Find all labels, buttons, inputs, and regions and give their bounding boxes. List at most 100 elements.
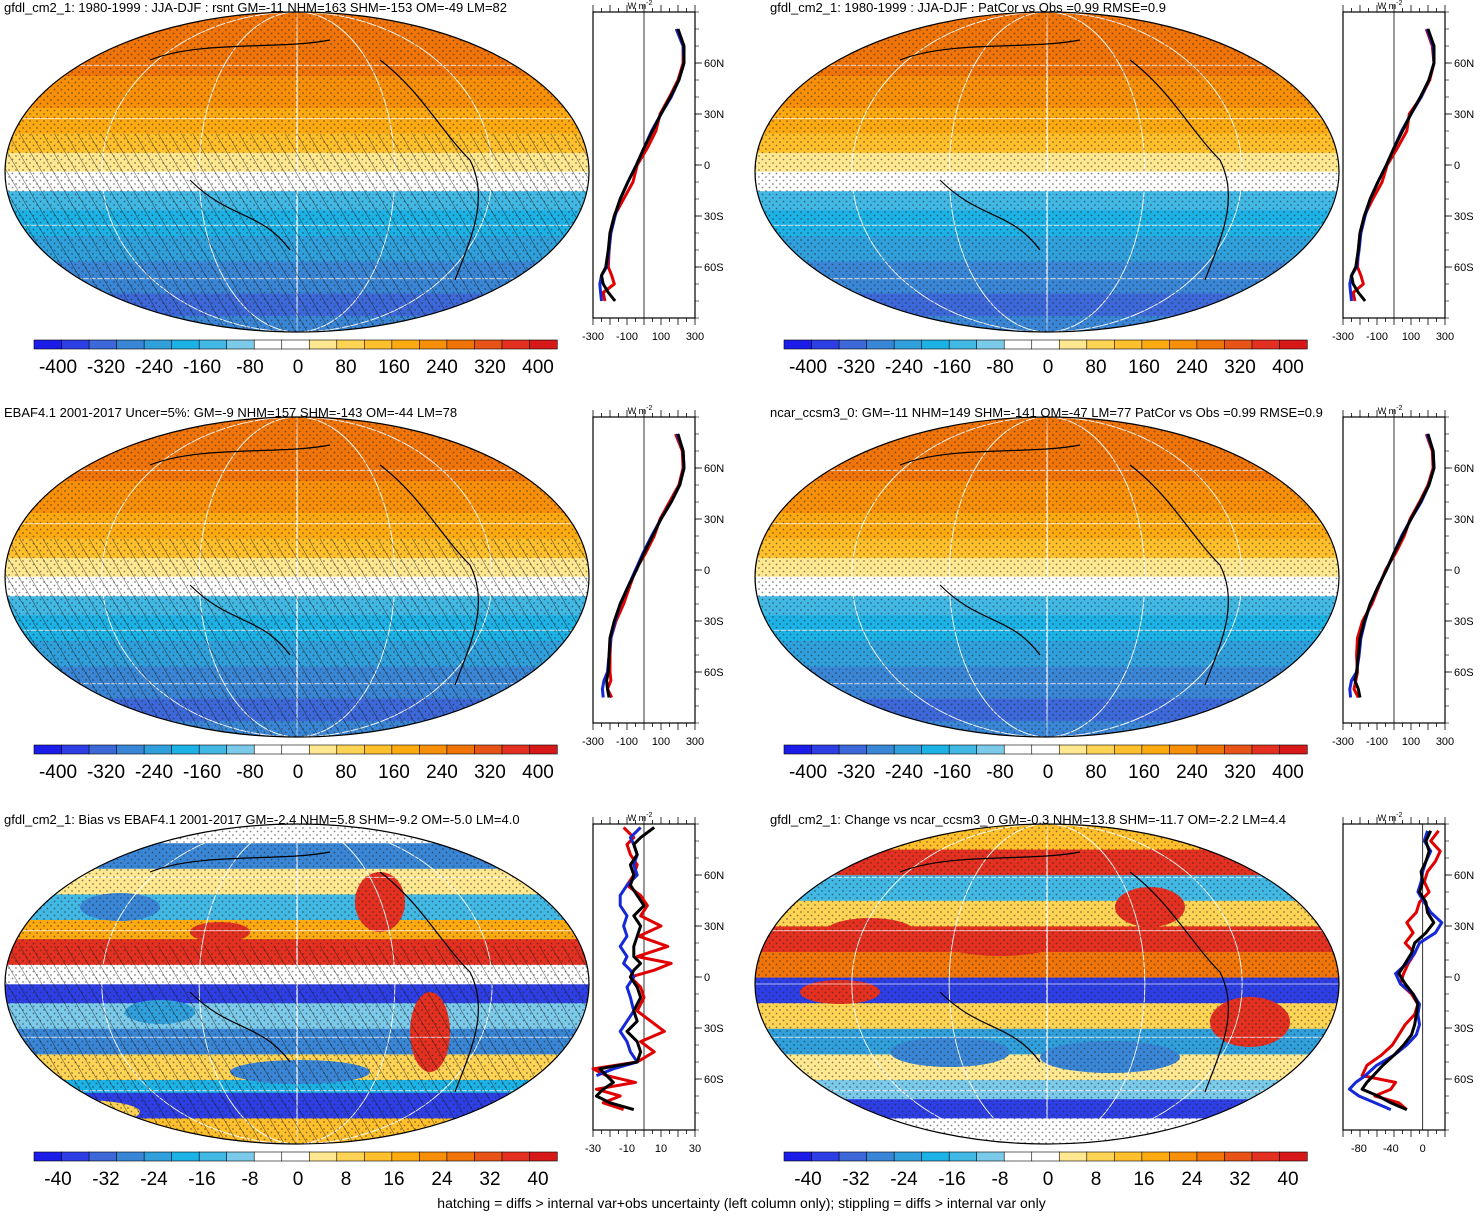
colorbar-label: -320 [837, 357, 875, 378]
colorbar-swatch [171, 339, 200, 350]
lat-tick-label: 30S [704, 211, 724, 223]
colorbar-label: 240 [1176, 357, 1208, 378]
colorbar-label: 160 [1128, 357, 1160, 378]
colorbar-swatch [143, 1151, 173, 1162]
colorbar-swatch [143, 339, 173, 350]
colorbar-swatch [948, 339, 978, 350]
lat-tick-label: 30N [1454, 514, 1474, 526]
value-tick-label: -100 [616, 736, 638, 748]
series-line-black [1353, 433, 1436, 698]
colorbar-label: -8 [242, 1169, 259, 1190]
colorbar-label: -24 [890, 1169, 918, 1190]
panel-p1: gfdl_cm2_1: 1980-1999 : JJA-DJF : rsnt G… [0, 0, 741, 405]
colorbar-label: 32 [479, 1169, 500, 1190]
unit-exponent: -2 [1396, 405, 1402, 412]
map-outline [754, 823, 1340, 1145]
lat-tick-label: 60N [1454, 870, 1474, 882]
colorbar-swatch [474, 1151, 503, 1162]
colorbar-swatch [116, 744, 145, 755]
colorbar-label: -40 [44, 1169, 71, 1190]
series-line-blue [600, 433, 686, 698]
colorbar-swatch [391, 744, 420, 755]
colorbar-swatch [446, 744, 476, 755]
colorbar-swatch [529, 744, 558, 755]
map-outline [4, 11, 590, 333]
colorbar-label: 80 [335, 357, 356, 378]
colorbar-label: 400 [522, 357, 554, 378]
colorbar-swatch [364, 744, 393, 755]
colorbar-swatch [336, 1151, 365, 1162]
lat-tick-label: 60N [1454, 58, 1474, 70]
colorbar-label: 160 [378, 762, 410, 783]
colorbar-label: -160 [933, 762, 971, 783]
colorbar: -40 -32 -24 -16 -8 0 8 16 24 32 40 [33, 1151, 558, 1190]
lat-tick-label: 60S [1454, 1074, 1474, 1086]
colorbar-swatch [976, 744, 1005, 755]
colorbar-swatch [226, 744, 255, 755]
colorbar-swatch [474, 339, 503, 350]
colorbar-label: 0 [293, 1169, 304, 1190]
map-outline [754, 416, 1340, 738]
colorbar: -400 -320 -240 -160 -80 0 80 160 240 320 400 [33, 744, 558, 783]
colorbar-swatch [1058, 1151, 1088, 1162]
panel-graphics: -400 -320 -240 -160 -80 0 80 160 240 320 400 60N 30N… [4, 0, 724, 378]
colorbar-label: 40 [527, 1169, 548, 1190]
series-line-black [600, 28, 686, 302]
colorbar-swatch [501, 339, 531, 350]
colorbar-label: 320 [1224, 762, 1256, 783]
colorbar-label: 8 [341, 1169, 352, 1190]
panel-title: gfdl_cm2_1: 1980-1999 : JJA-DJF : rsnt G… [4, 0, 508, 15]
colorbar: -400 -320 -240 -160 -80 0 80 160 240 320 400 [783, 339, 1308, 378]
panel-graphics: -40 -32 -24 -16 -8 0 8 16 24 32 40 60N 30N 0 30S 60S -30… [4, 812, 724, 1190]
unit-label: W m-2 [1378, 812, 1403, 823]
value-tick-label: -300 [1332, 736, 1354, 748]
unit-exponent: -2 [1396, 0, 1402, 7]
colorbar-swatch [1031, 1151, 1060, 1162]
unit-exponent: -2 [646, 405, 652, 412]
colorbar-label: -24 [140, 1169, 168, 1190]
colorbar-label: 320 [474, 762, 506, 783]
colorbar-swatch [1114, 744, 1143, 755]
colorbar-label: -400 [789, 762, 827, 783]
colorbar-label: 0 [1043, 357, 1054, 378]
value-tick-label: -100 [1366, 331, 1388, 343]
colorbar-swatch [336, 339, 365, 350]
colorbar-swatch [501, 1151, 531, 1162]
value-tick-label: -300 [582, 331, 604, 343]
colorbar-label: -160 [933, 357, 971, 378]
colorbar-swatch [1251, 744, 1281, 755]
colorbar-label: -16 [938, 1169, 965, 1190]
value-tick-label: 300 [1436, 331, 1454, 343]
unit-exponent: -2 [646, 0, 652, 7]
series-line-blue [595, 826, 642, 1077]
lat-tick-label: 0 [1454, 972, 1460, 984]
zonal-mean-plot: 60N 30N 0 30S 60S -30 -10 10 30 W m-2 [585, 812, 724, 1155]
colorbar-swatch [33, 744, 63, 755]
colorbar-swatch [1251, 339, 1281, 350]
colorbar-swatch [226, 339, 255, 350]
colorbar-swatch [976, 1151, 1005, 1162]
colorbar-swatch [1169, 744, 1198, 755]
colorbar-swatch [143, 744, 173, 755]
colorbar-swatch [893, 744, 923, 755]
colorbar-swatch [1114, 339, 1143, 350]
colorbar-swatch [1279, 744, 1308, 755]
world-map [755, 824, 1339, 1144]
colorbar-swatch [33, 339, 63, 350]
panel-p6: gfdl_cm2_1: Change vs ncar_ccsm3_0 GM=-0… [750, 812, 1483, 1217]
lat-tick-label: 0 [704, 565, 710, 577]
colorbar-label: 400 [1272, 357, 1304, 378]
colorbar-label: 8 [1091, 1169, 1102, 1190]
colorbar-label: -32 [92, 1169, 119, 1190]
colorbar-swatch [281, 1151, 310, 1162]
series-line-red [606, 433, 685, 699]
colorbar-swatch [1058, 744, 1088, 755]
zonal-mean-plot: 60N 30N 0 30S 60S -300 -100 100 300 W m-2 [1332, 0, 1474, 343]
colorbar-label: -320 [87, 357, 125, 378]
colorbar-swatch [783, 1151, 813, 1162]
world-map [5, 417, 589, 737]
colorbar-label: 240 [426, 357, 458, 378]
lat-tick-label: 30N [1454, 921, 1474, 933]
colorbar-swatch [474, 744, 503, 755]
colorbar-swatch [866, 1151, 895, 1162]
